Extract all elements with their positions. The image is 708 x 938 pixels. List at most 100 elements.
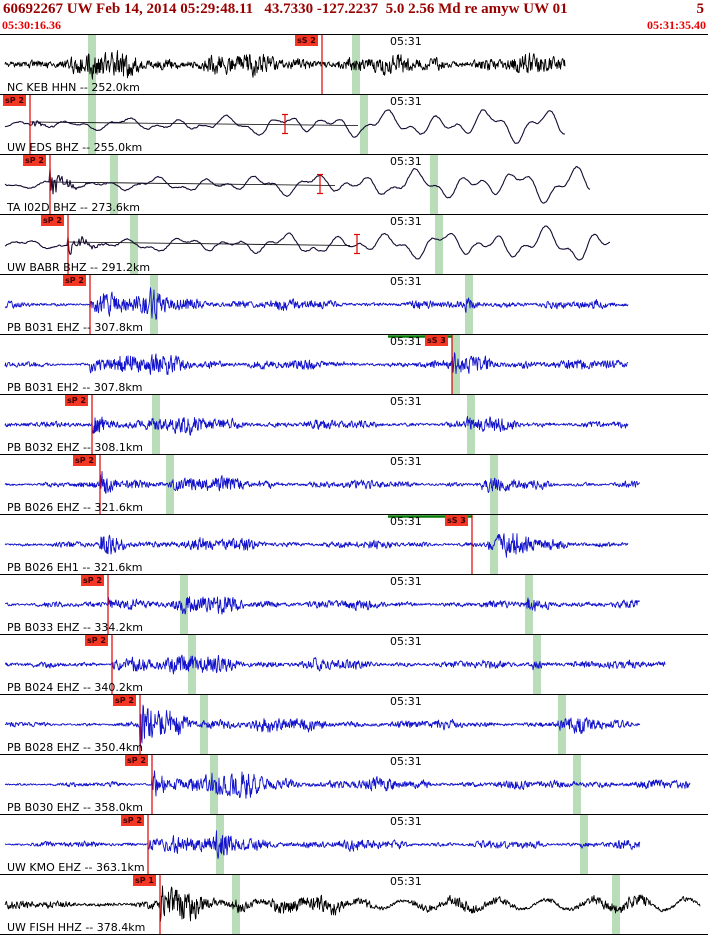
pick-flag[interactable]: sP 2 (85, 635, 108, 646)
station-label: PB B032 EHZ -- 308.1km (7, 441, 143, 454)
pick-flag[interactable]: sS 2 (295, 35, 318, 46)
amplitude-marker[interactable] (317, 173, 323, 195)
waveform-canvas[interactable] (0, 95, 708, 154)
phase-window-band (130, 215, 138, 274)
trace-row[interactable]: 05:31 PB B028 EHZ -- 350.4km sP 2 (0, 695, 708, 755)
trace-row[interactable]: 05:31 PB B033 EHZ -- 334.2km sP 2 (0, 575, 708, 635)
trace-row[interactable]: 05:31 PB B031 EH2 -- 307.8km sS 3 (0, 335, 708, 395)
minute-label: 05:31 (390, 335, 422, 348)
waveform-canvas[interactable] (0, 35, 708, 94)
minute-label: 05:31 (390, 215, 422, 228)
station-label: TA I02D BHZ -- 273.6km (7, 201, 140, 214)
pick-flag[interactable]: sS 3 (425, 335, 448, 346)
event-header-count: 5 (696, 1, 705, 17)
waveform-trace (4, 596, 640, 615)
phase-window-band (360, 95, 368, 154)
station-label: UW BABR BHZ -- 291.2km (7, 261, 151, 274)
minute-label: 05:31 (390, 35, 422, 48)
trace-row[interactable]: 05:31 PB B026 EH1 -- 321.6km sS 3 (0, 515, 708, 575)
amplitude-marker[interactable] (354, 233, 360, 255)
station-label: UW KMO EHZ -- 363.1km (7, 861, 145, 874)
waveform-canvas[interactable] (0, 635, 708, 694)
waveform-trace (4, 654, 666, 675)
time-window-bar: 05:30:16.36 05:31:35.40 (0, 19, 708, 34)
waveform-trace (4, 225, 611, 261)
trace-row[interactable]: 05:31 PB B030 EHZ -- 358.0km sP 2 (0, 755, 708, 815)
baseline-line (29, 121, 359, 126)
waveform-trace (4, 471, 641, 494)
waveform-canvas[interactable] (0, 155, 708, 214)
waveform-canvas[interactable] (0, 575, 708, 634)
trace-row[interactable]: 05:31 PB B024 EHZ -- 340.2km sP 2 (0, 635, 708, 695)
minute-label: 05:31 (390, 95, 422, 108)
station-label: UW EDS BHZ -- 255.0km (7, 141, 143, 154)
pick-flag[interactable]: sP 2 (63, 275, 86, 286)
phase-window-band (435, 215, 443, 274)
pick-flag[interactable]: sP 2 (3, 95, 26, 106)
pick-flag[interactable]: sP 2 (41, 215, 64, 226)
waveform-trace (4, 352, 629, 375)
trace-row[interactable]: 05:31 TA I02D BHZ -- 273.6km sP 2 (0, 155, 708, 215)
waveform-canvas[interactable] (0, 515, 708, 574)
station-label: PB B024 EHZ -- 340.2km (7, 681, 143, 694)
minute-label: 05:31 (390, 755, 422, 768)
trace-row[interactable]: 05:31 PB B032 EHZ -- 308.1km sP 2 (0, 395, 708, 455)
station-label: NC KEB HHN -- 252.0km (7, 81, 140, 94)
baseline-line (67, 241, 351, 246)
trace-row[interactable]: 05:31 UW EDS BHZ -- 255.0km sP 2 (0, 95, 708, 155)
waveform-trace (4, 770, 691, 799)
waveform-canvas[interactable] (0, 815, 708, 874)
pick-flag[interactable]: sS 3 (445, 515, 468, 526)
minute-label: 05:31 (390, 815, 422, 828)
event-summary: 60692267 UW Feb 14, 2014 05:29:48.11 43.… (3, 1, 568, 17)
waveform-trace (4, 532, 629, 558)
trace-row[interactable]: 05:31 PB B026 EHZ -- 321.6km sP 2 (0, 455, 708, 515)
trace-row[interactable]: 05:31 UW FISH HHZ -- 378.4km sP 1 (0, 875, 708, 935)
pick-flag[interactable]: sP 2 (65, 395, 88, 406)
pick-flag[interactable]: sP 2 (113, 695, 136, 706)
phase-window-band (200, 695, 208, 754)
trace-row[interactable]: 05:31 PB B031 EHZ -- 307.8km sP 2 (0, 275, 708, 335)
trace-row[interactable]: 05:31 NC KEB HHN -- 252.0km sS 2 (0, 35, 708, 95)
amplitude-marker[interactable] (282, 113, 288, 135)
station-label: PB B030 EHZ -- 358.0km (7, 801, 143, 814)
waveform-canvas[interactable] (0, 695, 708, 754)
waveform-canvas[interactable] (0, 755, 708, 814)
phase-window-band (612, 875, 620, 934)
minute-label: 05:31 (390, 575, 422, 588)
window-start-time: 05:30:16.36 (2, 18, 61, 32)
pick-flag[interactable]: sP 1 (133, 875, 156, 886)
pick-flag[interactable]: sP 2 (23, 155, 46, 166)
waveform-trace (4, 415, 629, 436)
waveform-canvas[interactable] (0, 455, 708, 514)
phase-window-band (180, 575, 188, 634)
pick-flag[interactable]: sP 2 (73, 455, 96, 466)
minute-label: 05:31 (390, 395, 422, 408)
waveform-canvas[interactable] (0, 275, 708, 334)
waveform-canvas[interactable] (0, 395, 708, 454)
phase-window-band (188, 635, 196, 694)
station-label: PB B031 EH2 -- 307.8km (7, 381, 143, 394)
waveform-canvas[interactable] (0, 875, 708, 934)
baseline-line (49, 181, 336, 186)
waveform-trace (4, 885, 701, 922)
station-label: PB B026 EHZ -- 321.6km (7, 501, 143, 514)
phase-window-band (88, 95, 96, 154)
pick-flag[interactable]: sP 2 (125, 755, 148, 766)
waveform-trace (5, 704, 641, 748)
station-label: PB B026 EH1 -- 321.6km (7, 561, 143, 574)
waveform-trace (4, 287, 629, 320)
minute-label: 05:31 (390, 455, 422, 468)
trace-stack: 05:31 NC KEB HHN -- 252.0km sS 2 05:31 U… (0, 34, 708, 935)
minute-label: 05:31 (390, 875, 422, 888)
event-header: 60692267 UW Feb 14, 2014 05:29:48.11 43.… (0, 0, 708, 19)
waveform-canvas[interactable] (0, 215, 708, 274)
window-end-time: 05:31:35.40 (647, 18, 706, 32)
waveform-trace (4, 50, 566, 80)
pick-flag[interactable]: sP 2 (121, 815, 144, 826)
phase-window-band (110, 155, 118, 214)
trace-row[interactable]: 05:31 UW BABR BHZ -- 291.2km sP 2 (0, 215, 708, 275)
pick-flag[interactable]: sP 2 (81, 575, 104, 586)
minute-label: 05:31 (390, 515, 422, 528)
trace-row[interactable]: 05:31 UW KMO EHZ -- 363.1km sP 2 (0, 815, 708, 875)
